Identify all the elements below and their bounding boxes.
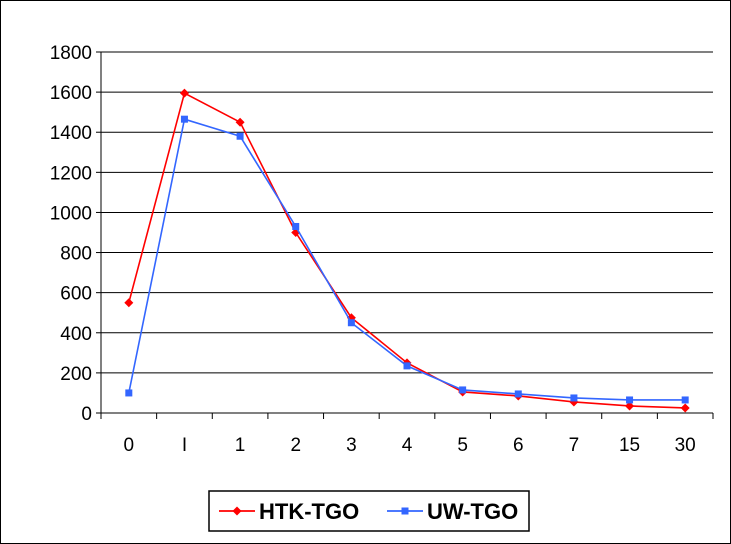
- y-tick-label: 600: [60, 284, 92, 305]
- data-point-uw-tgo: [180, 115, 188, 123]
- data-point-htk-tgo: [179, 88, 189, 98]
- y-tick-label: 1000: [50, 203, 92, 224]
- legend-label: UW-TGO: [427, 499, 518, 524]
- y-tick-label: 0: [81, 404, 92, 425]
- data-point-uw-tgo: [347, 319, 355, 327]
- data-point-htk-tgo: [235, 117, 245, 127]
- data-point-uw-tgo: [403, 362, 411, 370]
- x-tick-label: 7: [569, 435, 580, 456]
- x-tick-label: 30: [675, 435, 696, 456]
- data-point-htk-tgo: [625, 401, 635, 411]
- y-tick-label: 1200: [50, 163, 92, 184]
- x-tick-label: 2: [290, 435, 301, 456]
- x-tick-label: 6: [513, 435, 524, 456]
- x-tick-label: 15: [619, 435, 640, 456]
- data-point-htk-tgo: [124, 298, 134, 308]
- legend-entry-uw-tgo: UW-TGO: [387, 499, 518, 524]
- y-tick-label: 1600: [50, 83, 92, 104]
- data-point-htk-tgo: [680, 403, 690, 413]
- legend-swatch-marker: [232, 506, 242, 516]
- data-point-uw-tgo: [459, 386, 467, 394]
- legend: HTK-TGO UW-TGO: [208, 490, 530, 532]
- y-axis-tick-labels: 0 200 400 600 800 1000 1200 1400 1600 1800: [50, 43, 92, 425]
- x-tick-label: I: [182, 435, 187, 456]
- x-tick-label: 5: [457, 435, 468, 456]
- x-tick-label: 0: [124, 435, 135, 456]
- gridlines: [101, 51, 713, 374]
- y-tick-label: 400: [60, 324, 92, 345]
- series-line-uw-tgo: [128, 118, 686, 401]
- data-point-uw-tgo: [292, 222, 300, 230]
- data-point-uw-tgo: [681, 396, 689, 404]
- x-axis-tick-labels: 0 I 1 2 3 4 5 6 7 15 30: [124, 435, 696, 456]
- y-tick-label: 1800: [50, 43, 92, 64]
- y-tick-label: 800: [60, 244, 92, 265]
- data-point-uw-tgo: [570, 394, 578, 402]
- legend-label: HTK-TGO: [259, 499, 359, 524]
- axes: [96, 51, 714, 419]
- y-tick-label: 1400: [50, 123, 92, 144]
- data-point-uw-tgo: [125, 389, 133, 397]
- x-tick-label: 3: [346, 435, 357, 456]
- data-point-uw-tgo: [626, 396, 634, 404]
- data-point-uw-tgo: [236, 132, 244, 140]
- x-tick-label: 1: [235, 435, 246, 456]
- series-layer: [124, 88, 690, 413]
- x-tick-label: 4: [402, 435, 413, 456]
- data-point-uw-tgo: [514, 390, 522, 398]
- legend-box: [208, 490, 530, 532]
- legend-entry-htk-tgo: HTK-TGO: [219, 499, 359, 524]
- series-uw-tgo: [125, 115, 689, 404]
- legend-swatch-marker: [401, 507, 409, 515]
- y-tick-label: 200: [60, 364, 92, 385]
